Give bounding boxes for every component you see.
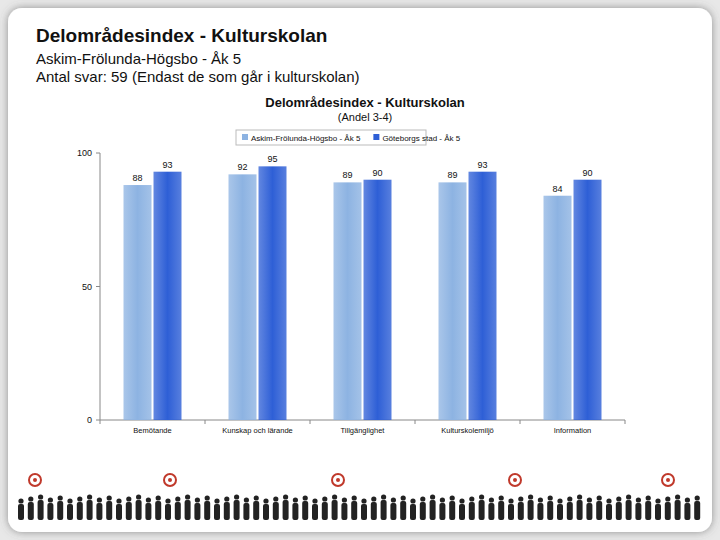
chart-subtitle: (Andel 3-4) <box>338 111 392 123</box>
footer-decoration <box>18 474 700 520</box>
bar <box>154 172 182 420</box>
legend-swatch <box>373 134 379 140</box>
data-label: 90 <box>582 168 592 178</box>
slide: Delområdesindex - Kulturskolan Askim-Fröl… <box>0 0 720 540</box>
x-tick <box>100 420 101 424</box>
x-tick-label: Bemötande <box>133 426 171 435</box>
x-tick-label: Kulturskolemiljö <box>441 426 494 435</box>
x-tick <box>520 420 521 424</box>
legend-label: Göteborgs stad - Åk 5 <box>382 134 460 143</box>
slide-subtitle: Antal svar: 59 (Endast de som går i kult… <box>36 68 359 85</box>
data-label: 84 <box>552 184 562 194</box>
x-tick <box>310 420 311 424</box>
y-tick <box>96 153 100 154</box>
y-tick-label: 0 <box>87 415 92 425</box>
slide-frame <box>8 8 712 532</box>
legend-label: Askim-Frölunda-Högsbo - Åk 5 <box>251 134 361 143</box>
x-tick-label: Tillgänglighet <box>341 426 386 435</box>
x-tick <box>415 420 416 424</box>
y-tick-label: 50 <box>82 282 92 292</box>
bar <box>439 182 467 420</box>
bar <box>124 185 152 420</box>
bar <box>574 180 602 420</box>
y-tick <box>96 286 100 287</box>
bar <box>259 166 287 420</box>
data-label: 89 <box>342 170 352 180</box>
x-tick <box>205 420 206 424</box>
bars <box>124 166 602 420</box>
x-tick-label: Kunskap och lärande <box>222 426 292 435</box>
bar <box>364 180 392 420</box>
x-tick-label: Information <box>554 426 592 435</box>
canvas: Delområdesindex - Kulturskolan Askim-Fröl… <box>0 0 720 540</box>
data-labels: 88 93 92 95 89 90 89 93 84 90 <box>132 154 592 193</box>
data-label: 95 <box>267 154 277 164</box>
bar <box>229 174 257 420</box>
bar <box>544 196 572 420</box>
data-label: 93 <box>162 160 172 170</box>
data-label: 88 <box>132 173 142 183</box>
legend-swatch <box>242 134 248 140</box>
x-tick <box>625 420 626 424</box>
legend: Askim-Frölunda-Högsbo - Åk 5 Göteborgs st… <box>236 130 461 145</box>
y-tick-label: 100 <box>77 148 92 158</box>
data-label: 89 <box>447 170 457 180</box>
data-label: 92 <box>237 162 247 172</box>
bar <box>334 182 362 420</box>
data-label: 90 <box>372 168 382 178</box>
data-label: 93 <box>477 160 487 170</box>
bar <box>469 172 497 420</box>
slide-subtitle: Askim-Frölunda-Högsbo - Åk 5 <box>36 50 241 67</box>
slide-title: Delområdesindex - Kulturskolan <box>36 25 327 46</box>
chart-title: Delområdesindex - Kulturskolan <box>265 95 464 110</box>
y-tick <box>96 420 100 421</box>
